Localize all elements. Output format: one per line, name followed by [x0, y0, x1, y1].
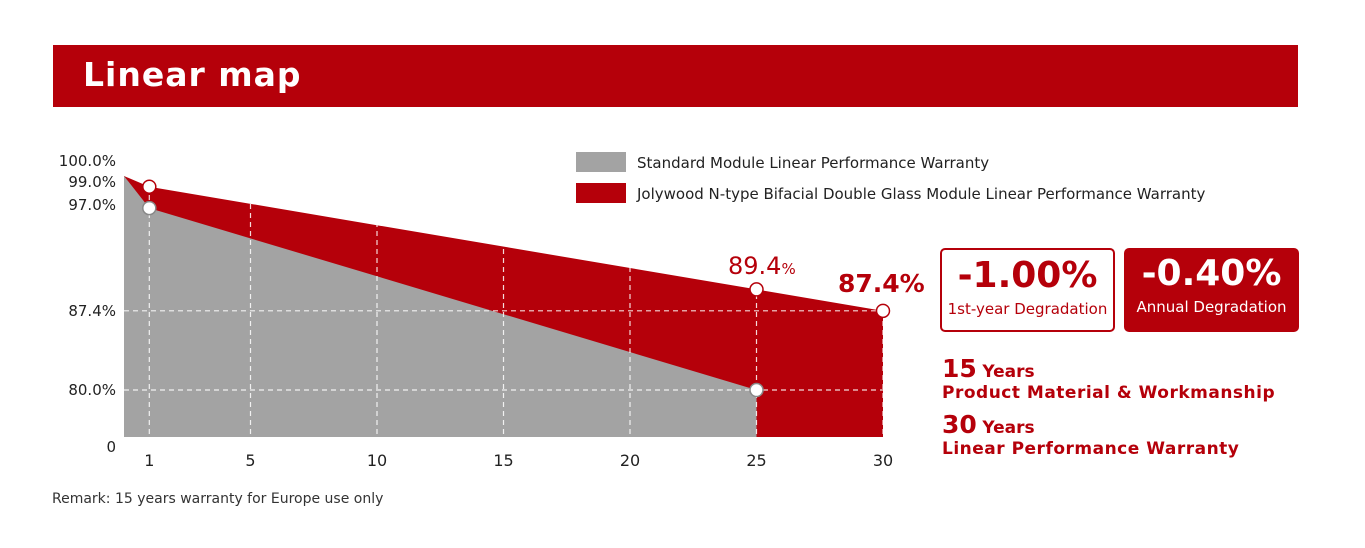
- performance-warranty: 30 Years Linear Performance Warranty: [942, 412, 1239, 460]
- y-tick-label: 97.0%: [68, 196, 116, 214]
- legend-label-jolywood: Jolywood N-type Bifacial Double Glass Mo…: [636, 185, 1205, 203]
- x-tick-label: 25: [746, 451, 766, 470]
- first-year-degradation-label: 1st-year Degradation: [947, 300, 1108, 318]
- data-point-marker: [142, 179, 157, 194]
- title-banner: Linear map: [53, 45, 1298, 107]
- product-warranty: 15 Years Product Material & Workmanship: [942, 356, 1275, 404]
- performance-warranty-text: Linear Performance Warranty: [942, 439, 1240, 459]
- annotation-89-4: 89.4%: [728, 252, 796, 280]
- performance-warranty-years: 30: [942, 410, 977, 439]
- legend-swatch-standard: [576, 152, 626, 172]
- page-title: Linear map: [83, 55, 302, 94]
- annotation-unit: %: [781, 260, 795, 278]
- annual-degradation-badge: -0.40% Annual Degradation: [1124, 248, 1299, 332]
- x-tick-label: 30: [873, 451, 893, 470]
- y-tick-label: 80.0%: [68, 381, 116, 399]
- x-tick-label: 10: [367, 451, 387, 470]
- first-year-degradation-value: -1.00%: [957, 255, 1098, 296]
- data-point-marker: [749, 382, 764, 398]
- x-tick-label: 5: [245, 451, 255, 470]
- x-tick-label: 15: [493, 451, 513, 470]
- x-tick-label: 20: [620, 451, 640, 470]
- annual-degradation-label: Annual Degradation: [1136, 298, 1287, 316]
- data-point-marker: [875, 303, 891, 319]
- standard-area: [124, 176, 757, 437]
- y-tick-label: 100.0%: [59, 152, 116, 170]
- product-warranty-unit: Years: [982, 362, 1035, 382]
- data-point-marker: [749, 282, 764, 297]
- legend-label-standard: Standard Module Linear Performance Warra…: [637, 154, 989, 172]
- y-tick-label: 99.0%: [68, 173, 116, 191]
- annotation-87-4: 87.4%: [838, 269, 925, 298]
- first-year-degradation-badge: -1.00% 1st-year Degradation: [940, 248, 1115, 332]
- annual-degradation-value: -0.40%: [1141, 253, 1282, 294]
- legend-swatch-jolywood: [576, 183, 626, 203]
- remark-text: Remark: 15 years warranty for Europe use…: [52, 491, 384, 507]
- x-tick-label: 1: [144, 451, 154, 470]
- performance-warranty-unit: Years: [982, 418, 1035, 438]
- y-tick-label: 0: [106, 438, 116, 456]
- data-point-marker: [142, 200, 157, 216]
- product-warranty-years: 15: [942, 354, 977, 383]
- product-warranty-text: Product Material & Workmanship: [942, 383, 1276, 403]
- y-tick-label: 87.4%: [68, 302, 116, 320]
